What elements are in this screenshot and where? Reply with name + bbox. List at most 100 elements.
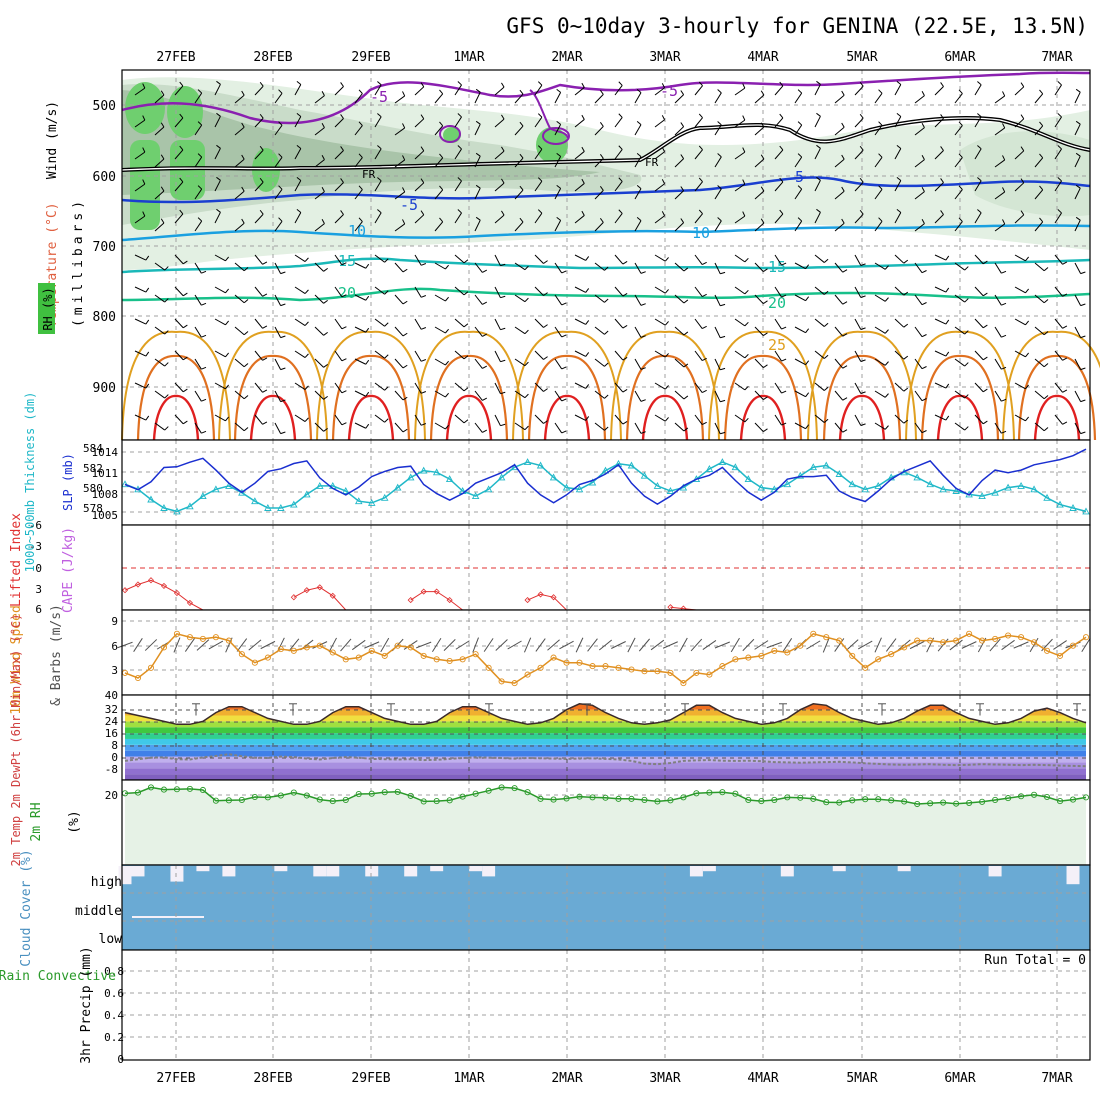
temp-contour-minus5-loop (439, 125, 461, 143)
wind-barb-flag (921, 334, 927, 338)
wind-barb (914, 390, 923, 402)
wind-barb (494, 254, 501, 266)
thickness-marker (536, 461, 545, 469)
li-ticks: -6 -3 0 3 6 (29, 519, 42, 616)
wind-barb (1014, 118, 1025, 128)
wind-barb-flag (1080, 303, 1086, 307)
wind-barb (514, 189, 524, 200)
wind10m-marker (784, 649, 791, 656)
wind-barb (634, 188, 642, 200)
wind10m-barb (857, 640, 873, 650)
wind-barb (534, 286, 544, 296)
rh2m-marker (485, 787, 492, 794)
wind-barb-flag (1039, 89, 1044, 95)
wind10m-barb (144, 639, 158, 651)
wind-barb (1014, 150, 1025, 160)
wind-barb (974, 382, 984, 393)
wind-barb (454, 286, 465, 296)
wind-barb-flag (860, 391, 866, 394)
wind10m-barb (714, 641, 730, 649)
wind-barb (974, 414, 984, 425)
wind-barb (234, 222, 245, 232)
wind-barb (914, 95, 925, 104)
temp-band (125, 721, 1086, 728)
wind10m-marker (355, 654, 362, 661)
cape-axis-label: CAPE (J/kg) (61, 527, 76, 613)
thickness-marker (342, 487, 350, 494)
date-labels-bottom: 27FEB 28FEB 29FEB 1MAR 2MAR 3MAR 4MAR 5M… (156, 1071, 1072, 1086)
wind10m-barb (208, 640, 224, 650)
wind-barb-flag (585, 288, 590, 293)
wind-barb-flag (1020, 114, 1025, 120)
wind-barb-flag (661, 179, 666, 185)
wind-barb-flag (182, 388, 188, 393)
wind-barb-flag (321, 90, 325, 96)
wind-barb-flag (216, 80, 221, 85)
wind-barb-flag (779, 177, 784, 183)
wind-barb-flag (262, 261, 268, 265)
wind-barb-flag (884, 425, 889, 430)
wind-barb (374, 382, 385, 391)
temp-tick: 40 (105, 689, 118, 702)
wind-barb (454, 84, 462, 96)
rh2m-marker (1082, 794, 1090, 801)
wind-barb-flag (543, 324, 548, 328)
wind-barb-flag (1025, 256, 1030, 262)
wind10m-barb (575, 637, 584, 653)
slp-tick: 1005 (92, 509, 119, 522)
wind-barb (714, 188, 722, 200)
wind-barb (354, 125, 363, 136)
wind-barb (934, 86, 944, 96)
wind-barb (594, 126, 604, 136)
wind-barb-flag (445, 328, 449, 334)
wind-barb-flag (599, 122, 604, 127)
wind-barb (194, 156, 203, 168)
date-label: 27FEB (156, 1071, 195, 1086)
wind-barb-flag (982, 356, 988, 361)
wind-barb (1074, 91, 1081, 104)
wind-barb-flag (945, 287, 950, 293)
wind-barb-flag (556, 184, 561, 189)
wind-barb (614, 318, 624, 329)
wind10m-marker (589, 663, 596, 670)
wind-barb-flag (636, 121, 642, 125)
rh2m-marker (199, 786, 206, 794)
wind10m-marker (823, 634, 830, 641)
wind-barb (314, 127, 325, 136)
wind10m-barb (416, 641, 432, 649)
wind-barb (134, 215, 146, 224)
wind-barb-flag (823, 418, 829, 423)
wind-barb-flag (1001, 366, 1007, 370)
wind-barb (974, 180, 982, 192)
wind-barb (294, 382, 306, 390)
wind-barb-flag (501, 178, 505, 184)
wind-barb (1034, 390, 1045, 400)
wind-barb (634, 92, 642, 104)
wind-barb-flag (304, 417, 309, 422)
wind-barb-flag (145, 415, 150, 421)
wind-barb-flag (717, 217, 722, 222)
wind-barb-flag (958, 153, 963, 158)
thickness-marker (926, 480, 934, 488)
lifted-index-cape-panel: -6 -3 0 3 6 (29, 519, 1091, 616)
wind-barb (194, 92, 203, 104)
wind-barb (574, 87, 585, 96)
temp-contour-30 (527, 354, 607, 441)
wind-barb (794, 262, 806, 270)
wind-barb (674, 326, 685, 336)
wind-barb (934, 286, 947, 293)
wind-barb (494, 86, 505, 96)
lifted-index-marker (550, 594, 557, 601)
wind-barb (414, 350, 422, 362)
wind-barb-flag (664, 257, 669, 262)
wind-barb-flag (420, 327, 427, 330)
wind-barb (674, 390, 685, 400)
wind-barb (194, 124, 203, 136)
wind-barb-flag (216, 208, 221, 213)
wind-barb-flag (636, 185, 642, 189)
wind-barb-flag (402, 91, 406, 97)
thickness-marker (186, 502, 194, 510)
wind-barb (254, 117, 264, 128)
wind-barb (494, 350, 501, 362)
wind-barb-flag (977, 209, 982, 214)
